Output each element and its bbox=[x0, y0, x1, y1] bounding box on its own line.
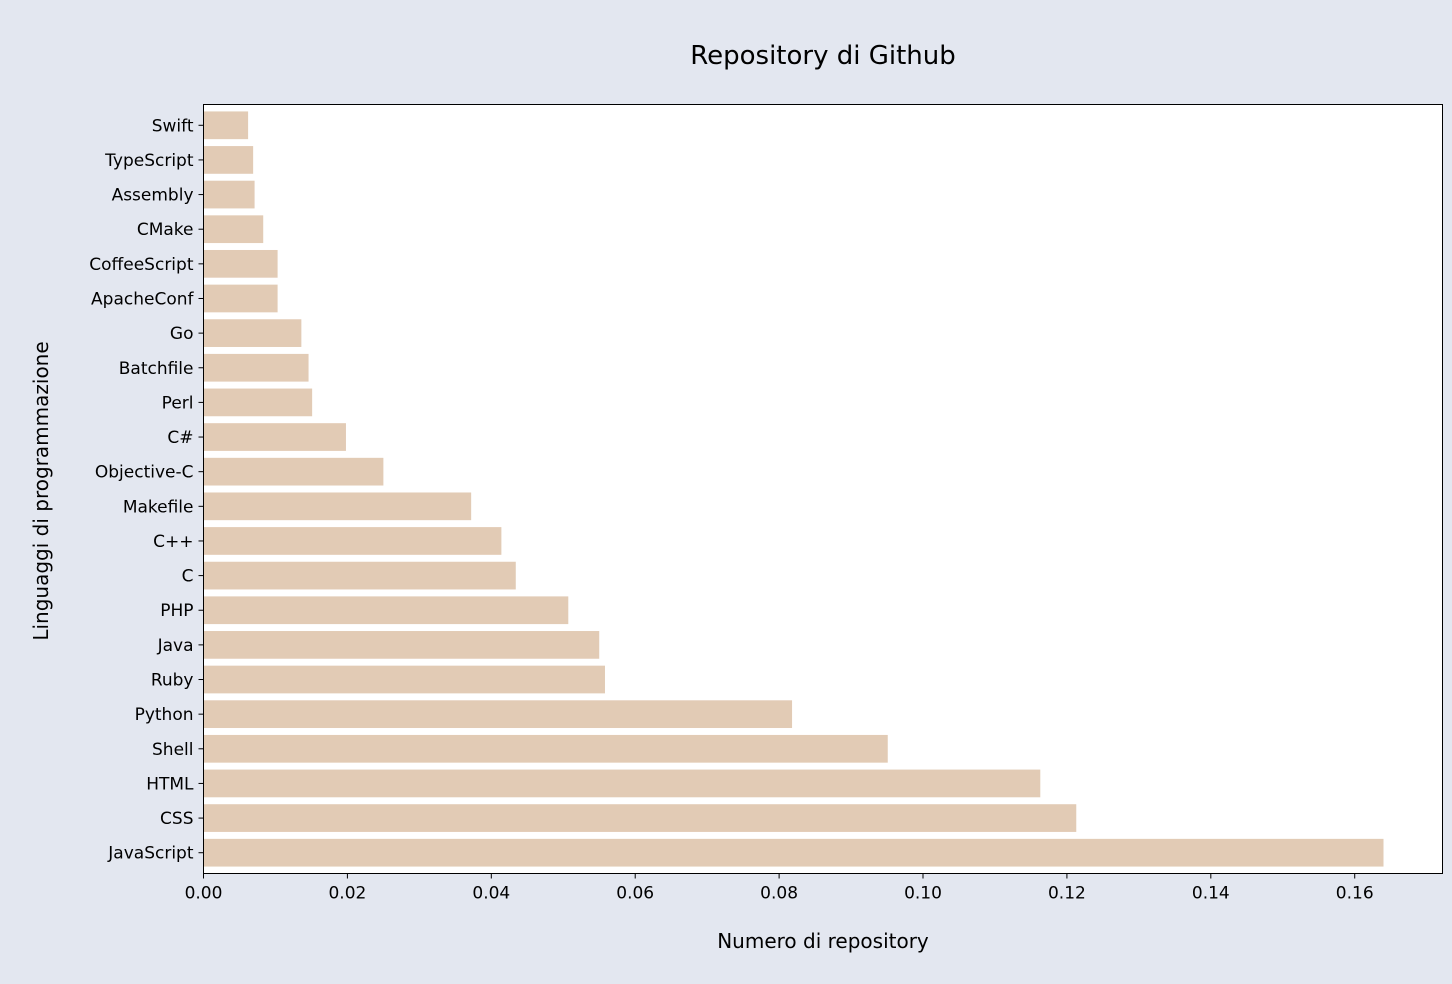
x-tick-label: 0.16 bbox=[1336, 884, 1374, 904]
y-tick-label: TypeScript bbox=[104, 151, 194, 171]
x-tick-label: 0.06 bbox=[616, 884, 654, 904]
bar-cmake bbox=[204, 215, 264, 244]
y-tick-label: C++ bbox=[153, 532, 193, 552]
y-tick-label: JavaScript bbox=[107, 844, 194, 864]
bar-typescript bbox=[204, 146, 254, 174]
bar-ruby bbox=[204, 665, 605, 694]
bar-batchfile bbox=[204, 353, 309, 382]
y-tick-label: Batchfile bbox=[119, 359, 194, 379]
y-tick-label: Ruby bbox=[151, 671, 194, 691]
x-tick-label: 0.02 bbox=[328, 884, 366, 904]
y-tick-label: Java bbox=[157, 636, 194, 656]
chart-title: Repository di Github bbox=[690, 41, 956, 71]
y-tick-label: Python bbox=[135, 705, 194, 725]
y-tick-label: ApacheConf bbox=[91, 289, 194, 309]
bars-group bbox=[204, 111, 1384, 867]
bar-python bbox=[204, 700, 793, 729]
y-tick-label: Go bbox=[170, 324, 194, 344]
bar-apacheconf bbox=[204, 284, 278, 313]
x-tick-label: 0.10 bbox=[904, 884, 942, 904]
y-axis-ticks: JavaScript CSS HTML Shell Python Ruby Java PHP C… bbox=[89, 116, 204, 864]
bar-c bbox=[204, 561, 516, 590]
x-tick-label: 0.14 bbox=[1192, 884, 1230, 904]
y-tick-label: Makefile bbox=[123, 497, 194, 517]
y-tick-label: Swift bbox=[152, 116, 194, 136]
x-tick-label: 0.12 bbox=[1048, 884, 1086, 904]
y-tick-label: Perl bbox=[162, 393, 194, 413]
y-tick-label: CSS bbox=[160, 809, 193, 829]
bar-coffeescript bbox=[204, 249, 278, 278]
bar-c- bbox=[204, 527, 502, 555]
y-tick-label: Assembly bbox=[112, 186, 194, 206]
bar-css bbox=[204, 804, 1077, 832]
x-tick-label: 0.08 bbox=[760, 884, 798, 904]
bar-shell bbox=[204, 734, 888, 763]
y-tick-label: C bbox=[182, 567, 194, 587]
bar-objective-c bbox=[204, 457, 384, 486]
y-tick-label: C# bbox=[167, 428, 193, 448]
y-tick-label: Objective-C bbox=[95, 463, 194, 483]
x-axis-label: Numero di repository bbox=[717, 929, 929, 953]
y-tick-label: PHP bbox=[160, 601, 193, 621]
x-axis-ticks: 0.00 0.02 0.04 0.06 0.08 0.10 0.12 0.14 0.16 bbox=[185, 873, 1374, 904]
y-tick-label: CMake bbox=[137, 220, 194, 240]
bar-perl bbox=[204, 388, 313, 417]
bar-php bbox=[204, 596, 569, 625]
bar-assembly bbox=[204, 180, 255, 209]
x-tick-label: 0.00 bbox=[185, 884, 223, 904]
x-tick-label: 0.04 bbox=[472, 884, 510, 904]
bar-java bbox=[204, 631, 600, 659]
bar-html bbox=[204, 769, 1041, 798]
bar-javascript bbox=[204, 838, 1384, 867]
y-tick-label: Shell bbox=[152, 740, 193, 760]
y-axis-label: Linguaggi di programmazione bbox=[29, 341, 53, 640]
bar-makefile bbox=[204, 492, 472, 521]
y-tick-label: HTML bbox=[146, 774, 194, 794]
y-tick-label: CoffeeScript bbox=[89, 255, 194, 275]
bar-c- bbox=[204, 423, 346, 451]
bar-swift bbox=[204, 111, 249, 140]
bar-go bbox=[204, 319, 302, 347]
